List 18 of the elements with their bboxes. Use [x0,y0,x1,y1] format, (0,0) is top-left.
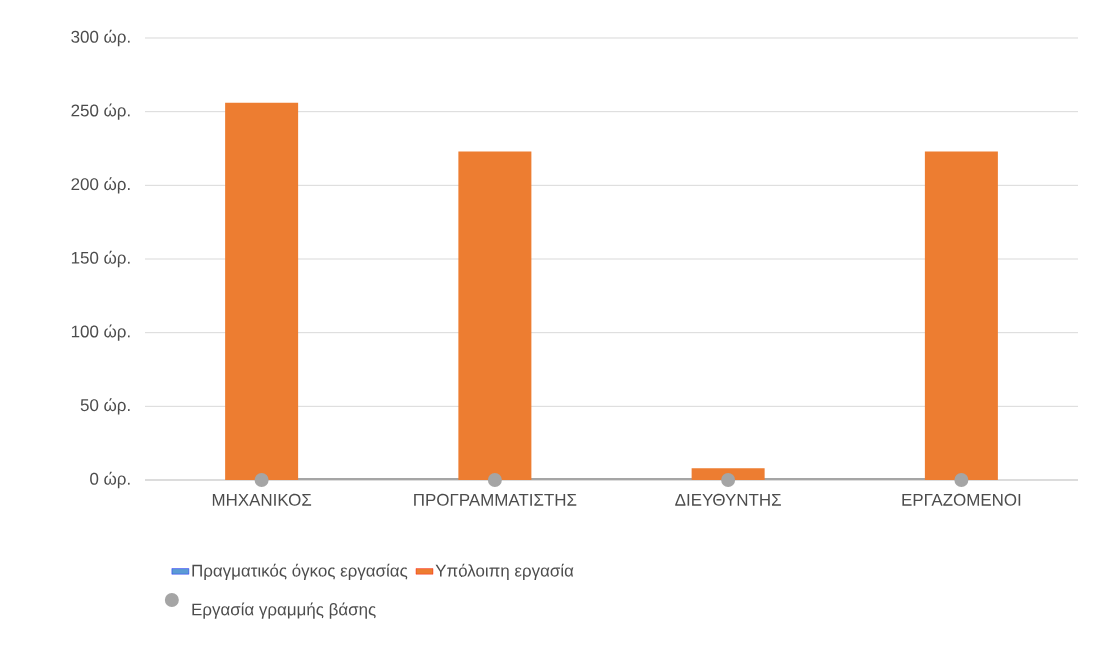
y-tick-label: 0 ώρ. [90,471,130,489]
y-tick-label: 50 ώρ. [80,398,130,415]
bar [924,151,998,480]
bar [225,102,299,480]
x-tick-label: ΕΡΓΑΖΟΜΕΝΟΙ [902,493,1021,506]
legend-label: Υπόλοιπη εργασία [435,563,574,581]
bar [691,468,765,480]
y-tick-label: 150 ώρ. [71,250,130,268]
x-tick-label: ΔΙΕΥΘΥΝΤΗΣ [675,493,781,506]
y-tick-label: 250 ώρ. [71,103,130,120]
y-tick-label: 200 ώρ. [71,177,130,194]
x-tick-label: ΠΡΟΓΡΑΜΜΑΤΙΣΤΗΣ [414,493,577,506]
y-tick-label: 100 ώρ. [71,324,130,341]
legend-label: Πραγματικός όγκος εργασίας [192,563,408,581]
y-tick-label: 300 ώρ. [71,29,130,47]
legend-label: Εργασία γραμμής βάσης [192,602,376,619]
bar [458,151,532,480]
x-tick-label: ΜΗΧΑΝΙΚΟΣ [212,493,312,506]
